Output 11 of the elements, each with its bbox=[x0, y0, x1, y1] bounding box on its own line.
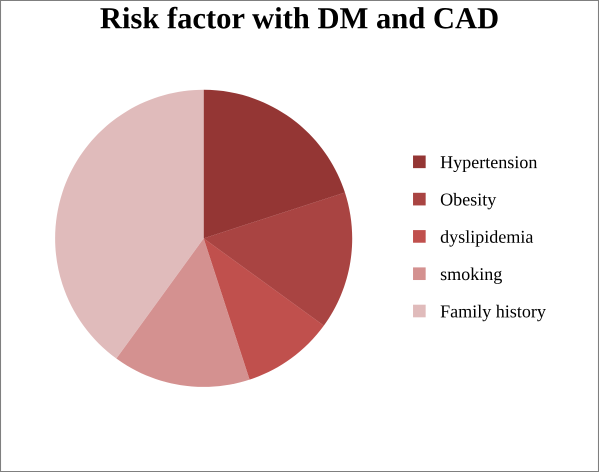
legend-label: Family history bbox=[440, 304, 546, 322]
pie-slice bbox=[204, 90, 345, 238]
legend-label: Hypertension bbox=[440, 156, 538, 172]
pie-slice bbox=[204, 238, 324, 380]
legend-label: smoking bbox=[440, 268, 502, 284]
pie-slice bbox=[116, 238, 250, 387]
chart-title: Risk factor with DM and CAD bbox=[100, 6, 498, 29]
legend-label: dyslipidemia bbox=[440, 230, 534, 247]
legend-label: Obesity bbox=[440, 192, 496, 210]
pie-slice bbox=[204, 192, 352, 326]
pie-slice bbox=[55, 90, 204, 359]
